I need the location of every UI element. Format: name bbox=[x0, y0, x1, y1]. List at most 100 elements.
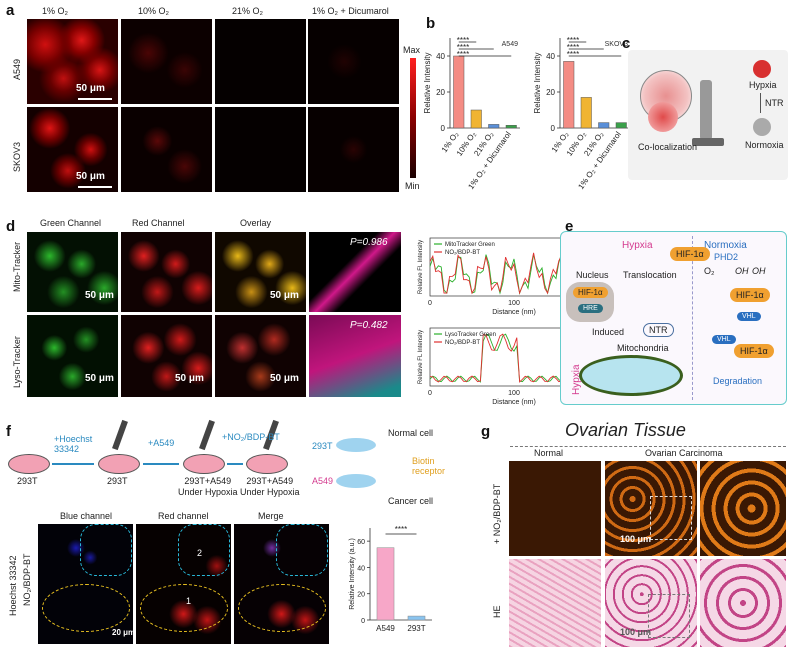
f-biotin-label: Biotin receptor bbox=[412, 456, 446, 476]
e-normoxia-title: Normoxia bbox=[704, 240, 747, 251]
g-title-rule bbox=[510, 446, 786, 447]
category-label: 293T bbox=[407, 624, 425, 633]
e-mito-shape bbox=[579, 355, 683, 396]
d-lyso-scatter bbox=[309, 315, 401, 397]
f-normal-cell-shape bbox=[336, 438, 376, 452]
g-col-carcinoma: Ovarian Carcinoma bbox=[645, 448, 723, 458]
f-normal-label: Normal cell bbox=[388, 428, 434, 438]
panel-f-label: f bbox=[6, 423, 11, 440]
f-arrow-3 bbox=[227, 463, 243, 465]
c-ntr-arrow bbox=[760, 93, 761, 113]
e-mito-label: Mitochondria bbox=[617, 343, 669, 353]
f-bar-chart: 0 20 40 60 A549 293T **** Relative Intensity (a… bbox=[349, 525, 432, 633]
e-vhl-2: VHL bbox=[712, 335, 736, 344]
x-axis-label: Distance (nm) bbox=[492, 309, 536, 316]
bar bbox=[470, 109, 482, 129]
f-mark-1: 1 bbox=[186, 596, 192, 606]
panel-c-label: c bbox=[622, 35, 631, 52]
g-zoom-box-1 bbox=[650, 496, 692, 540]
c-microscope-base bbox=[692, 138, 724, 146]
f-outline-yellow-2 bbox=[140, 584, 228, 632]
a-row-2: SKOV3 bbox=[12, 141, 22, 172]
c-coloc-label: Co-localization bbox=[638, 142, 698, 152]
f-outline-yellow-1 bbox=[42, 584, 130, 632]
c-normoxia-cell bbox=[753, 118, 771, 136]
legend-label: NO₂/BDP-BT bbox=[445, 250, 480, 256]
d-scale-1: 50 μm bbox=[85, 290, 114, 301]
f-ch-2: Red channel bbox=[158, 511, 209, 521]
d-scale-5: 50 μm bbox=[270, 373, 299, 384]
f-arrow-2-label: +A549 bbox=[148, 438, 175, 448]
c-cancer-cell bbox=[648, 102, 678, 132]
d-p1-value: P=0.986 bbox=[350, 237, 388, 248]
y-tick-label: 60 bbox=[357, 539, 365, 546]
e-oh-2: OH bbox=[752, 266, 766, 276]
a-a549-1pct-image bbox=[27, 19, 118, 104]
panel-d-label: d bbox=[6, 218, 16, 235]
a-skov3-21pct-image bbox=[215, 107, 306, 192]
bar bbox=[580, 97, 592, 129]
g-row-2: HE bbox=[492, 605, 502, 618]
panel-e-label: e bbox=[565, 218, 574, 235]
d-col-1: Green Channel bbox=[40, 218, 102, 228]
f-pipette-2 bbox=[199, 419, 215, 451]
c-ntr-label: NTR bbox=[765, 98, 784, 108]
y-axis-label: Relative FL Intensity bbox=[418, 330, 424, 384]
d-mito-green-image bbox=[27, 232, 118, 312]
g-zoom-box-2 bbox=[648, 594, 690, 638]
e-divider bbox=[692, 236, 693, 400]
e-ntr: NTR bbox=[643, 323, 674, 337]
f-dish-1 bbox=[8, 454, 50, 474]
g-title: Ovarian Tissue bbox=[565, 420, 686, 440]
d-scale-3: 50 μm bbox=[175, 373, 204, 384]
g-normal-he bbox=[509, 559, 601, 647]
d-lyso-overlay-image bbox=[215, 315, 306, 397]
a-a549-21pct-image bbox=[215, 19, 306, 104]
d-col-3: Overlay bbox=[240, 218, 272, 228]
a-a549-10pct-image bbox=[121, 19, 212, 104]
x-tick-label: 100 bbox=[508, 390, 520, 397]
f-cancer-label: Cancer cell bbox=[388, 496, 434, 506]
g-carcinoma-fluor-zoom bbox=[700, 461, 786, 556]
e-nucleus: Nucleus bbox=[576, 270, 609, 280]
bar bbox=[505, 125, 517, 129]
f-arrow-3-label: +NO₂/BDP-BT bbox=[222, 432, 280, 442]
d-lyso-red-image bbox=[121, 315, 212, 397]
d-scale-2: 50 μm bbox=[85, 373, 114, 384]
a-col-3: 21% O₂ bbox=[232, 6, 264, 16]
legend-label: LysoTracker Green bbox=[445, 332, 496, 338]
a-col-4: 1% O₂ + Dicumarol bbox=[312, 6, 389, 16]
x-axis-label: Distance (nm) bbox=[492, 399, 536, 406]
y-tick-label: 20 bbox=[357, 592, 365, 599]
g-scale-2: 100 μm bbox=[620, 627, 652, 637]
d-lyso-green-image bbox=[27, 315, 118, 397]
e-hypxia-side: Hypxia bbox=[571, 364, 582, 395]
e-hif-right-1: HIF-1α bbox=[730, 288, 770, 302]
y-tick-label: 0 bbox=[551, 124, 556, 133]
bar bbox=[453, 55, 465, 129]
d-row-1: Mito-Tracker bbox=[12, 241, 22, 292]
a-a549-dicumarol-image bbox=[308, 19, 399, 104]
bar bbox=[563, 61, 575, 129]
legend-label: NO₂/BDP-BT bbox=[445, 340, 480, 346]
g-carcinoma-he-zoom bbox=[700, 559, 786, 647]
a-cbar-min: Min bbox=[405, 181, 420, 191]
f-outline-yellow-3 bbox=[238, 584, 326, 632]
e-hif-right-2: HIF-1α bbox=[734, 344, 774, 358]
f-cell-a549: A549 bbox=[312, 476, 334, 486]
e-oh-1: OH bbox=[735, 266, 749, 276]
panel-b-label: b bbox=[426, 15, 436, 32]
x-tick-label: 0 bbox=[428, 390, 432, 397]
f-row-1: Hoechst 33342 bbox=[8, 555, 18, 616]
d-row-2: Lyso-Tracker bbox=[12, 336, 22, 388]
y-tick-label: 20 bbox=[436, 88, 445, 97]
y-tick-label: 40 bbox=[357, 565, 365, 572]
e-translocation: Translocation bbox=[623, 270, 677, 280]
d-col-2: Red Channel bbox=[132, 218, 185, 228]
d-mito-overlay-image bbox=[215, 232, 306, 312]
d-mito-red-image bbox=[121, 232, 212, 312]
a-scalebar-2 bbox=[78, 186, 112, 188]
f-pipette-1 bbox=[112, 419, 128, 451]
f-outline-cyan-2 bbox=[178, 524, 230, 576]
y-axis-label: Relative Intensity bbox=[533, 53, 542, 114]
